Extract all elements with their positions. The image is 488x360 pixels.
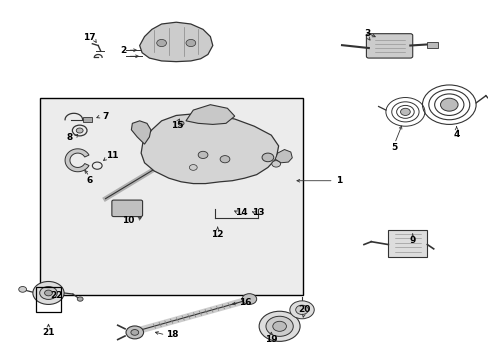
Circle shape: [220, 156, 229, 163]
Text: 17: 17: [83, 33, 96, 42]
Polygon shape: [185, 105, 234, 125]
Circle shape: [271, 161, 280, 167]
Circle shape: [44, 290, 52, 296]
Circle shape: [198, 151, 207, 158]
Text: 12: 12: [211, 230, 224, 239]
Circle shape: [242, 294, 256, 305]
Bar: [36, 287, 61, 312]
Circle shape: [126, 326, 143, 339]
Text: 14: 14: [235, 208, 247, 217]
Circle shape: [272, 321, 286, 331]
Circle shape: [189, 165, 197, 170]
Text: 7: 7: [102, 112, 108, 121]
Bar: [40, 98, 303, 295]
Circle shape: [440, 98, 457, 111]
Text: 19: 19: [264, 335, 277, 344]
Circle shape: [262, 153, 273, 162]
Bar: [387, 230, 427, 257]
Circle shape: [131, 329, 139, 335]
Circle shape: [400, 108, 409, 116]
Text: 15: 15: [171, 121, 183, 130]
FancyBboxPatch shape: [366, 34, 412, 58]
Text: 16: 16: [239, 298, 251, 307]
Circle shape: [33, 282, 64, 305]
Text: 10: 10: [122, 216, 134, 225]
Circle shape: [259, 311, 300, 341]
Text: 4: 4: [452, 130, 459, 139]
Polygon shape: [65, 149, 89, 172]
Text: 13: 13: [251, 208, 264, 217]
Text: 1: 1: [336, 176, 342, 185]
Circle shape: [76, 128, 83, 133]
Bar: [82, 117, 92, 122]
Circle shape: [40, 287, 57, 300]
Circle shape: [77, 297, 83, 301]
Polygon shape: [131, 121, 151, 144]
Text: 22: 22: [50, 291, 63, 300]
Text: 20: 20: [297, 305, 309, 314]
Circle shape: [265, 316, 293, 336]
Polygon shape: [141, 114, 278, 184]
Text: 6: 6: [86, 176, 92, 185]
Polygon shape: [275, 149, 292, 163]
Circle shape: [185, 40, 195, 46]
Bar: [427, 41, 437, 48]
Text: 5: 5: [391, 143, 397, 152]
Text: 21: 21: [42, 328, 55, 337]
Text: 2: 2: [120, 46, 126, 55]
FancyBboxPatch shape: [112, 200, 142, 217]
Text: 9: 9: [409, 236, 415, 245]
Text: 8: 8: [67, 133, 73, 142]
Polygon shape: [140, 22, 212, 62]
Circle shape: [157, 40, 166, 46]
Circle shape: [178, 121, 183, 126]
Circle shape: [289, 301, 314, 319]
Text: 3: 3: [364, 29, 370, 38]
Text: 11: 11: [105, 151, 118, 160]
Circle shape: [295, 305, 308, 315]
Circle shape: [19, 287, 26, 292]
Text: 18: 18: [166, 330, 178, 339]
